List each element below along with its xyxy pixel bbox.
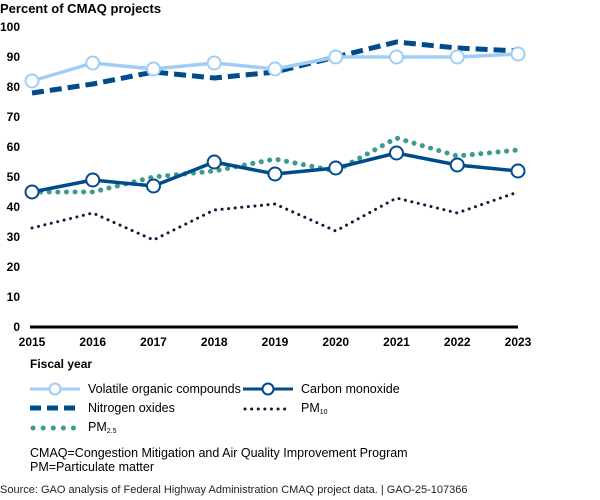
legend-item-pm10: PM10	[243, 401, 328, 416]
x-tick-label: 2017	[140, 335, 167, 349]
y-tick-label: 40	[7, 200, 21, 214]
legend-label-voc: Volatile organic compounds	[88, 382, 241, 396]
data-point-co	[267, 166, 283, 182]
legend-swatch-co	[243, 382, 293, 396]
line-chart: Percent of CMAQ projects 0 10 20 30 40 50 60 70…	[0, 1, 532, 371]
legend: Volatile organic compounds Carbon monoxi…	[30, 382, 590, 435]
note-pm: PM=Particulate matter	[30, 460, 155, 474]
legend-swatch-voc	[30, 382, 80, 396]
data-point-voc	[267, 61, 283, 77]
legend-swatch-pm10	[243, 407, 293, 410]
source-line: Source: GAO analysis of Federal Highway …	[0, 484, 468, 496]
chart-title: Percent of CMAQ projects	[0, 1, 161, 16]
y-tick-label: 70	[7, 110, 21, 124]
x-tick-label: 2015	[19, 335, 46, 349]
x-tick-label: 2016	[79, 335, 106, 349]
x-tick-label: 2019	[262, 335, 289, 349]
legend-swatch-nox	[30, 405, 80, 411]
x-tick-label: 2021	[383, 335, 410, 349]
legend-label-nox: Nitrogen oxides	[88, 401, 175, 415]
data-point-co	[24, 184, 40, 200]
data-point-co	[85, 172, 101, 188]
data-point-co	[389, 145, 404, 161]
data-point-co	[206, 154, 222, 170]
legend-item-voc: Volatile organic compounds	[30, 382, 241, 396]
data-point-voc	[24, 73, 40, 89]
data-point-co	[510, 163, 526, 179]
series-line-pm10	[30, 190, 520, 242]
x-tick-label: 2020	[322, 335, 349, 349]
x-tick-label: 2023	[505, 335, 532, 349]
data-point-co	[449, 157, 465, 173]
x-axis-ticks: 2015 2016 2017 2018 2019 2020 2021 2022 2023	[19, 335, 532, 349]
data-point-voc	[389, 49, 404, 65]
y-tick-label: 0	[13, 320, 20, 334]
y-tick-label: 80	[7, 80, 21, 94]
series-line-pm25	[29, 135, 521, 195]
y-tick-label: 90	[7, 50, 21, 64]
x-tick-label: 2018	[201, 335, 228, 349]
legend-item-nox: Nitrogen oxides	[30, 401, 175, 415]
data-point-voc	[449, 49, 465, 65]
legend-label-co: Carbon monoxide	[301, 382, 400, 396]
legend-label-pm10: PM10	[301, 401, 328, 416]
y-tick-label: 30	[7, 230, 21, 244]
y-tick-label: 20	[7, 260, 21, 274]
y-tick-label: 50	[7, 170, 21, 184]
x-tick-label: 2022	[444, 335, 471, 349]
y-axis-ticks: 0 10 20 30 40 50 60 70 80 90 100	[0, 20, 20, 334]
chart-notes: CMAQ=Congestion Mitigation and Air Quali…	[30, 446, 408, 474]
x-axis-label: Fiscal year	[30, 357, 92, 371]
data-point-voc	[146, 61, 161, 77]
y-tick-label: 100	[0, 20, 20, 34]
data-point-voc	[328, 49, 344, 65]
series-group	[24, 39, 526, 242]
data-point-co	[146, 178, 161, 194]
data-point-voc	[206, 55, 222, 71]
legend-label-pm25: PM2.5	[88, 420, 117, 435]
data-point-voc	[85, 55, 101, 71]
y-tick-label: 60	[7, 140, 21, 154]
y-tick-label: 10	[7, 290, 21, 304]
legend-swatch-pm25	[30, 425, 80, 430]
note-cmaq: CMAQ=Congestion Mitigation and Air Quali…	[30, 446, 408, 460]
data-point-co	[328, 160, 344, 176]
legend-item-pm25: PM2.5	[30, 420, 116, 435]
legend-item-co: Carbon monoxide	[243, 382, 400, 396]
data-point-voc	[510, 46, 526, 62]
